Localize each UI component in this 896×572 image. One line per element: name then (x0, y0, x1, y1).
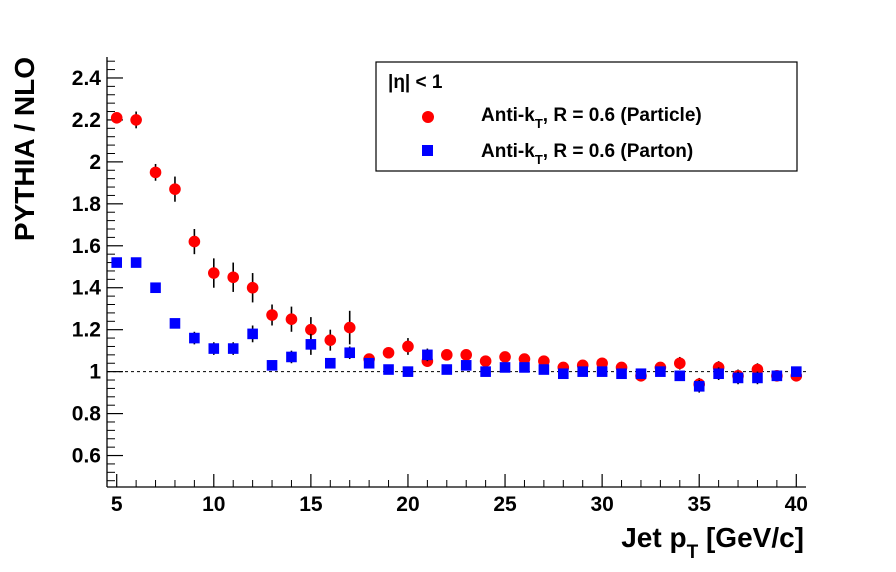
particle-data-point (673, 357, 686, 370)
parton-data-point (732, 372, 744, 384)
parton-data-point (771, 370, 783, 382)
y-tick-label: 0.6 (72, 445, 101, 468)
x-tick-label: 40 (785, 493, 808, 516)
y-tick-label: 1 (89, 361, 101, 384)
parton-data-point (790, 366, 802, 377)
parton-data-point (499, 362, 511, 373)
parton-data-point (247, 328, 258, 340)
y-tick-label: 1.6 (72, 235, 101, 258)
parton-data-point (577, 366, 589, 377)
particle-data-point (130, 114, 142, 126)
particle-data-point (285, 313, 298, 325)
y-tick-label: 1.8 (72, 193, 102, 216)
x-tick-label: 25 (493, 493, 517, 516)
particle-data-point (382, 346, 395, 359)
x-axis-title-unit: [GeV/c] (698, 522, 804, 553)
data-layer (110, 111, 803, 393)
parton-data-point (344, 347, 356, 359)
parton-data-point (150, 282, 161, 294)
legend-label-particle-sub: T (535, 116, 543, 131)
y-tick-label: 2.2 (72, 109, 101, 132)
parton-data-point (538, 364, 550, 375)
parton-data-point (441, 364, 453, 375)
x-axis-title-main: Jet p (621, 522, 686, 553)
x-axis-title: Jet pT [GeV/c] (621, 522, 804, 563)
parton-data-point (422, 349, 433, 361)
legend-box (375, 61, 798, 172)
particle-data-point (324, 334, 337, 346)
parton-data-point (402, 366, 414, 377)
parton-data-point (169, 318, 181, 329)
y-tick-label: 2 (89, 151, 101, 174)
parton-data-point (519, 362, 530, 373)
x-tick-label: 15 (299, 493, 323, 516)
x-tick-label: 30 (590, 493, 613, 516)
particle-data-point (246, 281, 259, 294)
ticks-layer: 5 10 15 20 25 30 35 40 0.6 0.8 1 1.2 1.4 1.6 1.8 2 2.2 2.… (72, 60, 808, 516)
y-tick-label: 1.2 (72, 319, 101, 342)
parton-data-point (693, 381, 705, 392)
parton-data-point (227, 343, 239, 354)
parton-data-point (557, 368, 569, 380)
y-tick-label: 2.4 (72, 67, 102, 90)
parton-data-point (713, 368, 724, 380)
parton-data-point (674, 370, 686, 382)
particle-data-point (227, 271, 240, 284)
parton-data-point (383, 364, 394, 375)
parton-data-point (189, 332, 200, 344)
y-tick-label: 0.8 (72, 403, 102, 426)
legend-label-parton-main: Anti-k (481, 141, 535, 162)
legend-label-particle: Anti-kT, R = 0.6 (Particle) (481, 105, 702, 131)
parton-data-point (266, 360, 278, 371)
parton-data-point (305, 339, 317, 350)
parton-data-point (130, 257, 142, 268)
parton-data-point (208, 343, 220, 354)
parton-data-point (635, 368, 647, 380)
particle-data-point (110, 112, 123, 124)
particle-data-point (751, 363, 764, 376)
legend: |η| < 1 Anti-kT, R = 0.6 (Particle) Anti… (375, 61, 798, 172)
particle-data-point (343, 321, 356, 334)
parton-data-point (655, 366, 666, 377)
particle-data-point (499, 351, 511, 363)
particle-data-point (188, 235, 201, 248)
parton-data-point (480, 366, 491, 377)
y-axis-title: PYTHIA / NLO (9, 57, 40, 241)
particle-data-point (169, 183, 181, 195)
particle-data-point (479, 355, 492, 367)
legend-label-particle-rest: , R = 0.6 (Particle) (543, 105, 702, 126)
legend-label-parton-sub: T (535, 152, 543, 167)
particle-data-point (402, 340, 414, 353)
x-tick-label: 10 (202, 493, 225, 516)
particle-data-point (518, 353, 531, 365)
particle-data-point (207, 267, 220, 279)
parton-data-point (363, 357, 375, 369)
parton-data-point (286, 351, 297, 363)
parton-data-point (596, 366, 608, 377)
legend-label-parton: Anti-kT, R = 0.6 (Parton) (481, 141, 693, 167)
particle-data-point (149, 166, 162, 179)
x-tick-label: 5 (111, 493, 123, 516)
legend-label-particle-main: Anti-k (481, 105, 535, 126)
particle-data-point (538, 355, 550, 367)
parton-data-point (111, 257, 123, 268)
parton-data-point (460, 360, 472, 371)
particle-data-point (440, 349, 453, 361)
legend-label-parton-rest: , R = 0.6 (Parton) (543, 141, 693, 162)
particle-data-point (305, 323, 317, 336)
legend-marker-particle (422, 111, 434, 123)
particle-data-point (460, 349, 473, 361)
parton-data-point (616, 368, 627, 380)
x-tick-label: 20 (396, 493, 419, 516)
y-tick-label: 1.4 (72, 277, 102, 300)
legend-marker-parton (422, 145, 433, 156)
parton-data-point (324, 357, 336, 369)
parton-data-point (752, 372, 763, 384)
particle-data-point (596, 357, 608, 370)
x-axis-title-sub: T (687, 542, 699, 563)
particle-data-point (266, 309, 278, 321)
legend-header: |η| < 1 (388, 72, 443, 93)
x-tick-label: 35 (688, 493, 712, 516)
